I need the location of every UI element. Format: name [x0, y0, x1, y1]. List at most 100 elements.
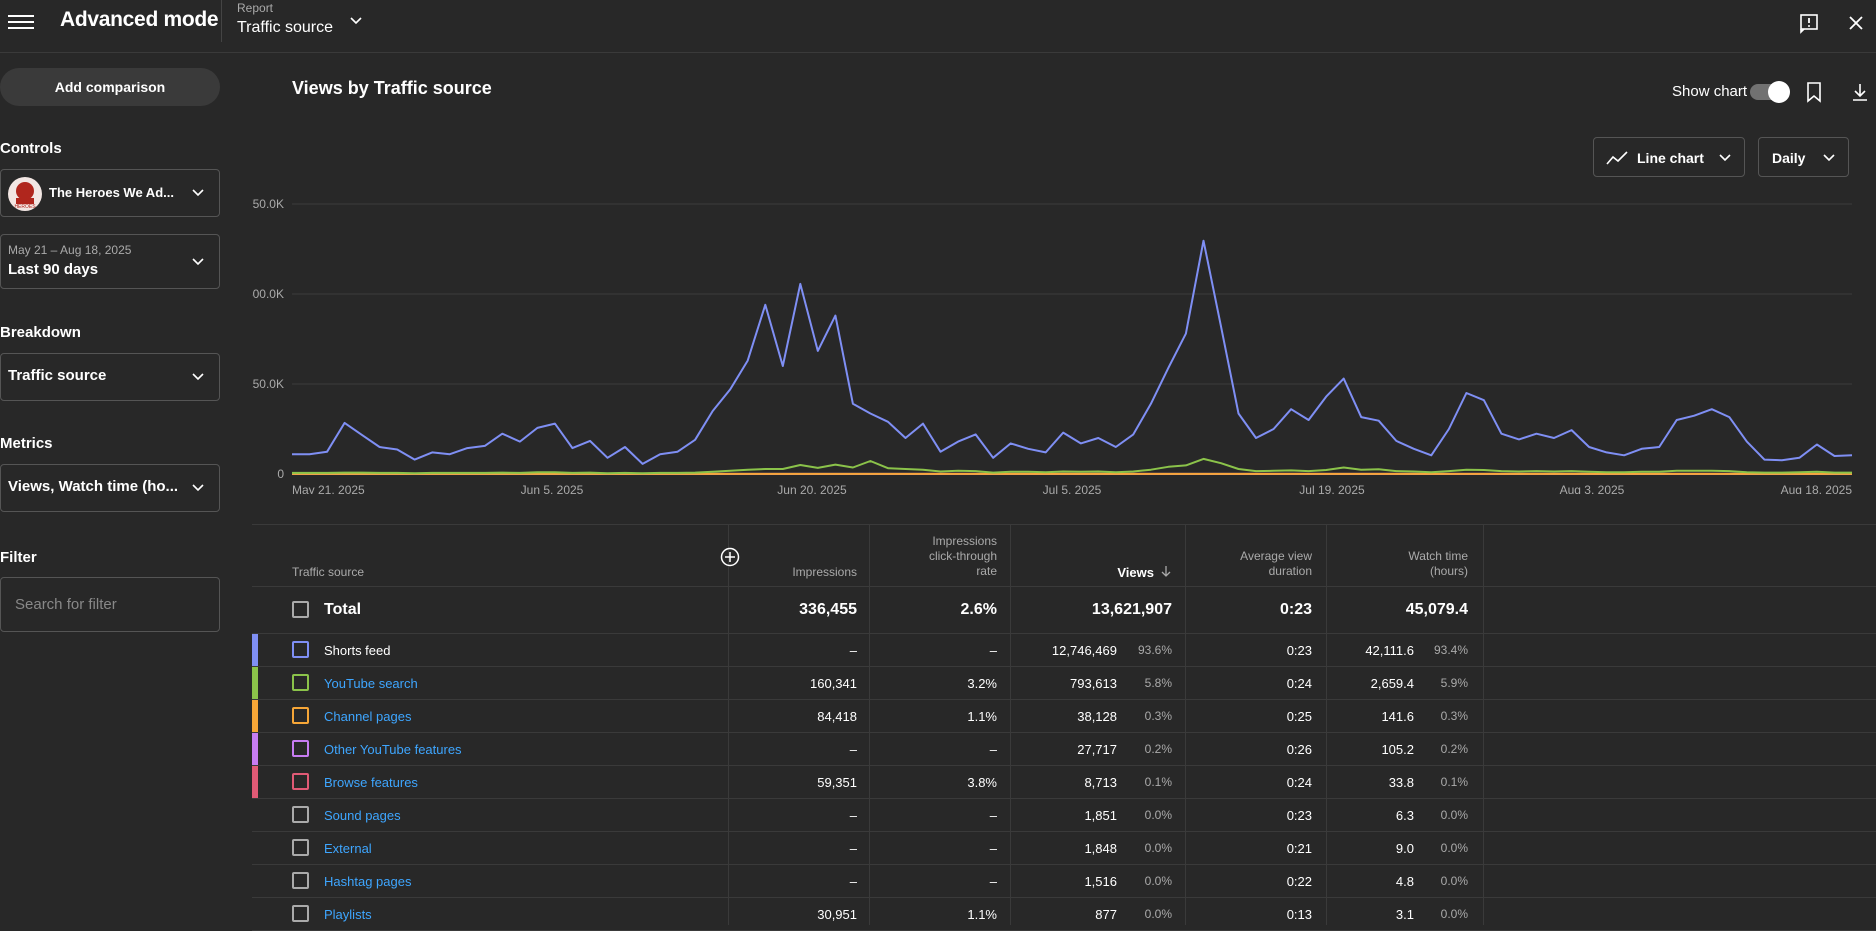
ctr-cell: – — [989, 840, 997, 856]
metrics-selector[interactable]: Views, Watch time (ho... — [0, 464, 220, 512]
watch-time-cell: 9.0 — [1395, 840, 1414, 856]
column-header-watch-time[interactable]: Watch time (hours) — [1342, 549, 1468, 579]
feedback-icon[interactable] — [1798, 12, 1820, 34]
series-color-bar — [252, 733, 258, 765]
filter-heading: Filter — [0, 549, 37, 566]
row-checkbox[interactable] — [292, 806, 309, 823]
traffic-source-name[interactable]: Playlists — [324, 906, 372, 922]
breakdown-value: Traffic source — [8, 367, 107, 384]
close-icon[interactable] — [1845, 12, 1867, 34]
table-body: Shorts feed – – 12,746,469 93.6% 0:23 42,111.6… — [252, 634, 1876, 931]
impressions-cell: – — [849, 873, 857, 889]
watch-time-percent-cell: 0.0% — [1440, 907, 1468, 921]
avd-cell: 0:23 — [1286, 807, 1312, 823]
sidebar: Add comparison Controls HEROES The Heroe… — [0, 54, 230, 929]
watch-time-percent-cell: 0.0% — [1440, 808, 1468, 822]
column-header-impressions[interactable]: Impressions — [792, 565, 857, 579]
row-checkbox[interactable] — [292, 740, 309, 757]
add-comparison-button[interactable]: Add comparison — [0, 68, 220, 106]
views-cell: 877 — [1095, 906, 1117, 922]
total-checkbox[interactable] — [292, 601, 309, 618]
table-row: External – – 1,848 0.0% 0:21 9.0 0.0% — [252, 832, 1876, 865]
row-checkbox[interactable] — [292, 674, 309, 691]
traffic-source-name[interactable]: External — [324, 840, 372, 856]
row-checkbox[interactable] — [292, 839, 309, 856]
traffic-source-name[interactable]: Sound pages — [324, 807, 401, 823]
views-cell: 1,851 — [1084, 807, 1117, 823]
total-row: Total 336,455 2.6% 13,621,907 0:23 45,07… — [252, 587, 1876, 634]
chart-type-label: Line chart — [1637, 150, 1704, 166]
row-checkbox[interactable] — [292, 872, 309, 889]
row-checkbox[interactable] — [292, 773, 309, 790]
show-chart-toggle[interactable] — [1750, 81, 1790, 103]
impressions-cell: – — [849, 807, 857, 823]
table-row: Browse features 59,351 3.8% 8,713 0.1% 0:24 33… — [252, 766, 1876, 799]
views-cell: 8,713 — [1084, 774, 1117, 790]
avd-cell: 0:23 — [1286, 642, 1312, 658]
sort-down-icon — [1161, 566, 1171, 577]
x-tick-label: May 21, 2025 — [292, 483, 365, 494]
traffic-source-name[interactable]: YouTube search — [324, 675, 418, 691]
watch-time-cell: 2,659.4 — [1370, 675, 1414, 691]
download-icon[interactable] — [1850, 81, 1870, 103]
avd-header-line: Average view — [1240, 549, 1312, 563]
column-header-ctr[interactable]: Impressions click-through rate — [882, 534, 997, 579]
column-header-avd[interactable]: Average view duration — [1197, 549, 1312, 579]
ctr-header-line: click-through — [928, 549, 997, 563]
row-checkbox[interactable] — [292, 905, 309, 922]
menu-icon[interactable] — [8, 12, 34, 32]
breakdown-selector[interactable]: Traffic source — [0, 353, 220, 401]
x-tick-label: Jun 20, 2025 — [777, 483, 847, 494]
main-panel: Views by Traffic source Show chart Line … — [252, 54, 1876, 931]
avd-header-line: duration — [1268, 564, 1312, 578]
views-cell: 793,613 — [1070, 675, 1117, 691]
total-label: Total — [324, 601, 362, 618]
x-tick-label: Jul 5, 2025 — [1043, 483, 1102, 494]
ctr-cell: – — [989, 642, 997, 658]
series-color-bar — [252, 865, 258, 897]
views-header-label: Views — [1117, 565, 1154, 580]
series-color-bar — [252, 832, 258, 864]
traffic-source-name[interactable]: Other YouTube features — [324, 741, 462, 757]
table-row: Sound pages – – 1,851 0.0% 0:23 6.3 0.0% — [252, 799, 1876, 832]
x-tick-label: Jun 5, 2025 — [521, 483, 584, 494]
chevron-down-icon[interactable] — [348, 13, 364, 29]
channel-selector[interactable]: HEROES The Heroes We Ad... — [0, 169, 220, 217]
show-chart-label: Show chart — [1672, 83, 1748, 100]
series-color-bar — [252, 898, 258, 930]
column-header-views[interactable]: Views — [1022, 565, 1172, 580]
granularity-selector[interactable]: Daily — [1758, 137, 1849, 177]
top-bar: Advanced mode Report Traffic source — [0, 0, 1876, 53]
add-column-icon[interactable] — [720, 547, 740, 567]
chart-type-selector[interactable]: Line chart — [1593, 137, 1745, 177]
data-table: Traffic source Impressions Impressions c… — [252, 524, 1876, 931]
row-checkbox[interactable] — [292, 641, 309, 658]
watch-time-cell: 3.1 — [1395, 906, 1414, 922]
avd-cell: 0:25 — [1286, 708, 1312, 724]
date-range-selector[interactable]: May 21 – Aug 18, 2025 Last 90 days — [0, 234, 220, 289]
bookmark-icon[interactable] — [1804, 81, 1824, 103]
traffic-source-name[interactable]: Browse features — [324, 774, 418, 790]
table-row: Hashtag pages – – 1,516 0.0% 0:22 4.8 0.0% — [252, 865, 1876, 898]
watch-time-cell: 105.2 — [1381, 741, 1414, 757]
chevron-down-icon — [192, 484, 204, 492]
traffic-source-name[interactable]: Channel pages — [324, 708, 412, 724]
y-tick-label: 500.0K — [252, 287, 284, 301]
report-selector[interactable]: Traffic source — [237, 19, 334, 36]
y-tick-label: 750.0K — [252, 197, 284, 211]
views-line-chart: 0 250.0K 500.0K 750.0K May 21, 2025 Jun 5, 20… — [252, 197, 1852, 494]
column-divider — [869, 525, 870, 925]
series-color-bar — [252, 667, 258, 699]
row-checkbox[interactable] — [292, 707, 309, 724]
views-percent-cell: 0.1% — [1144, 775, 1172, 789]
filter-input[interactable] — [0, 577, 220, 632]
report-label: Report — [237, 1, 274, 15]
watch-time-percent-cell: 0.0% — [1440, 874, 1468, 888]
traffic-source-name[interactable]: Hashtag pages — [324, 873, 412, 889]
impressions-cell: 84,418 — [817, 708, 857, 724]
views-cell: 38,128 — [1077, 708, 1117, 724]
column-divider — [1185, 525, 1186, 925]
ctr-cell: 1.1% — [967, 906, 997, 922]
table-row: Other YouTube features – – 27,717 0.2% 0:26 10… — [252, 733, 1876, 766]
table-row: Playlists 30,951 1.1% 877 0.0% 0:13 3.1 0.0% — [252, 898, 1876, 931]
